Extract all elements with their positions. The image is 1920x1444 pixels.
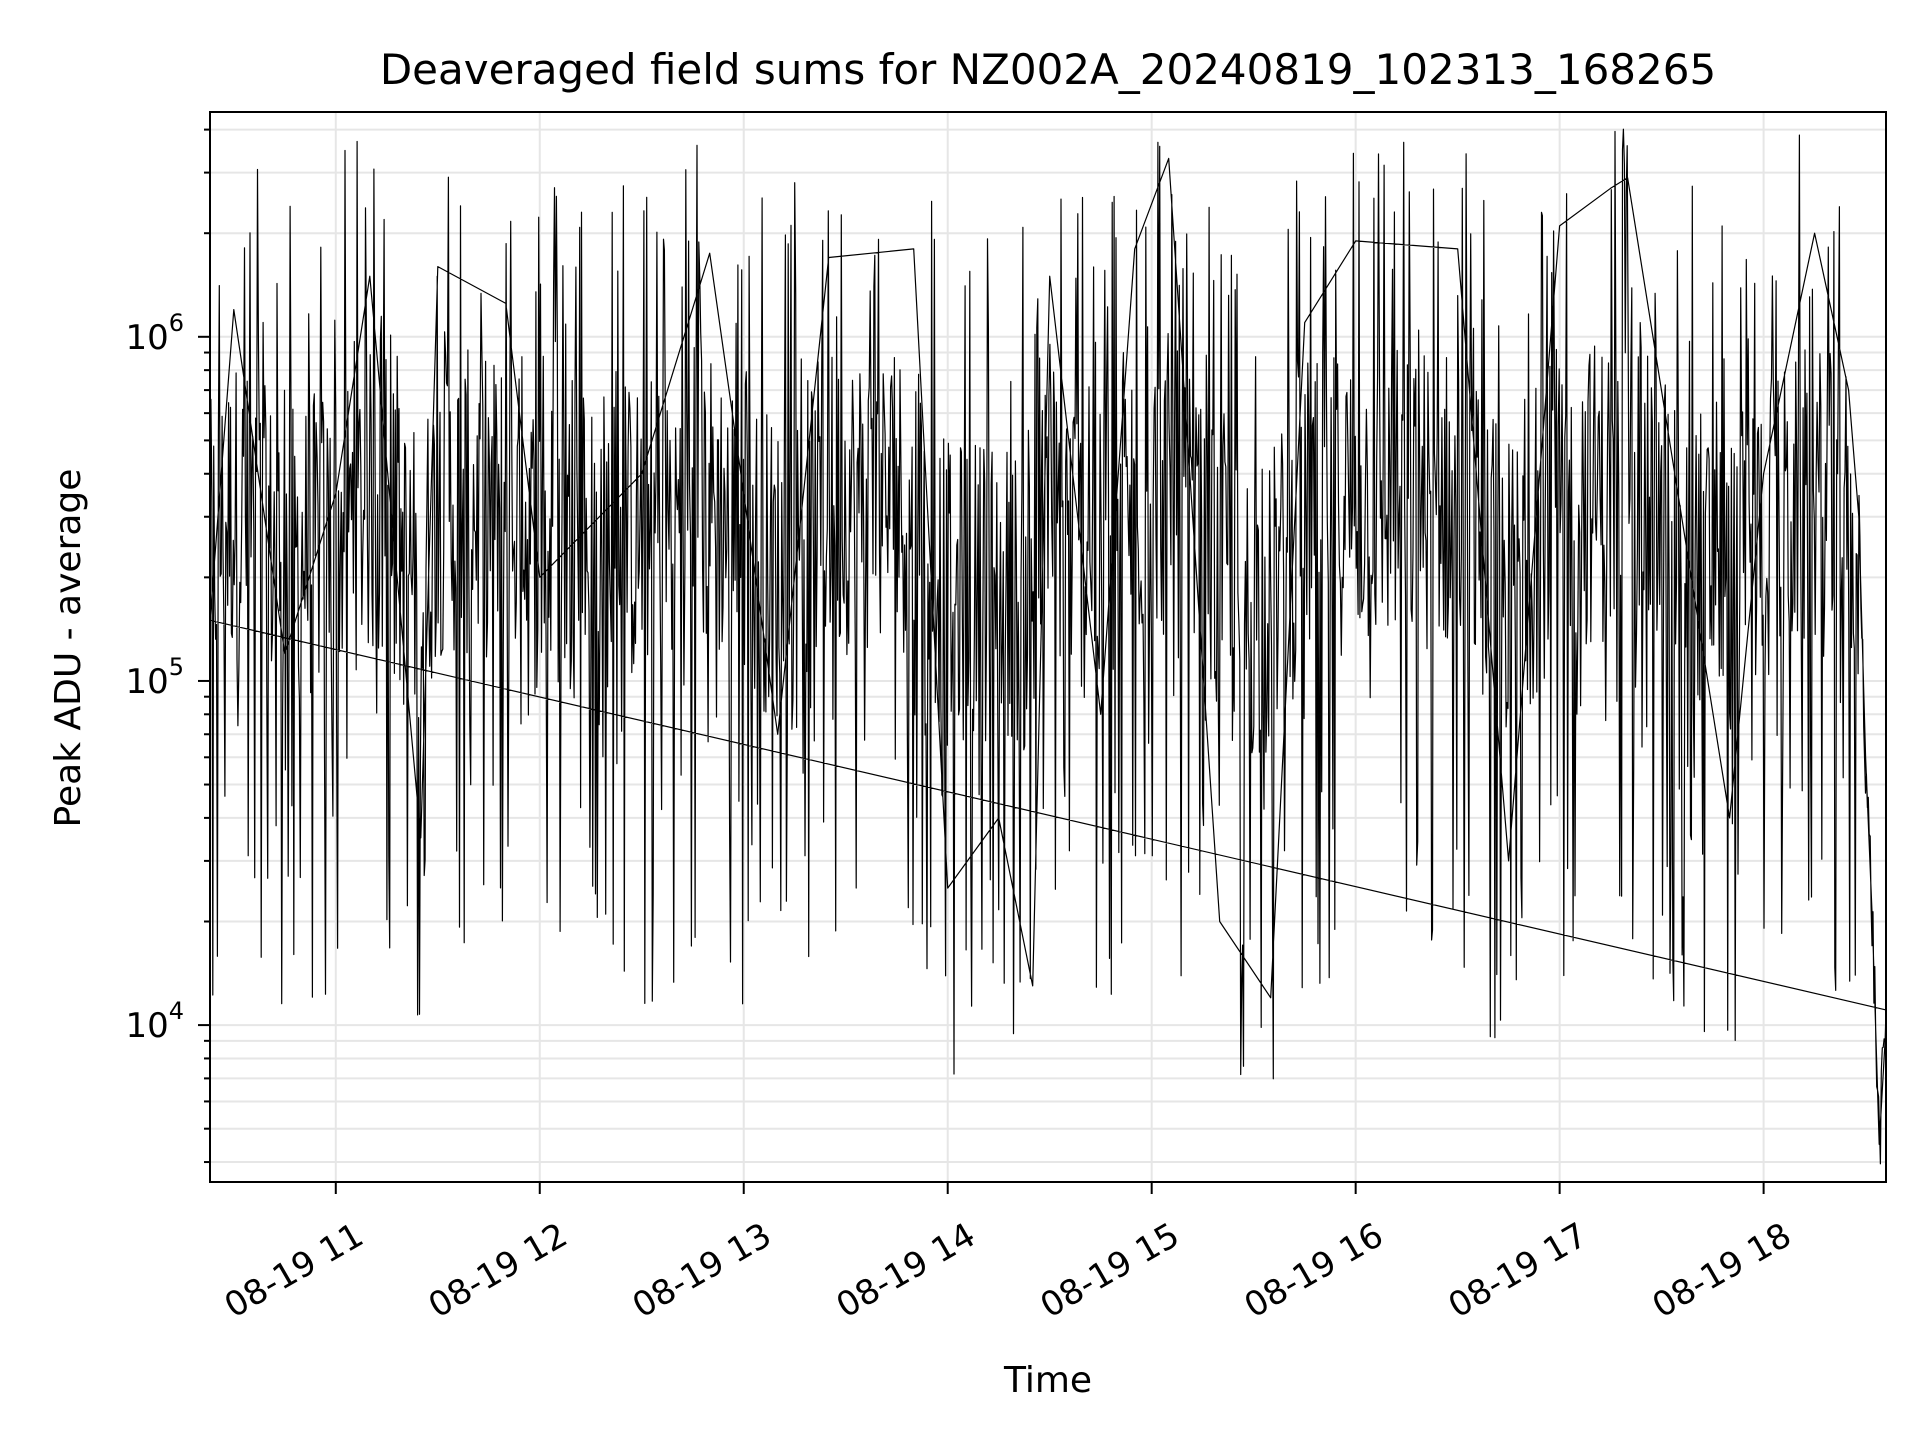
y-tick-label: 104 xyxy=(125,997,184,1046)
plot-frame xyxy=(209,111,1887,1183)
grid-layer xyxy=(210,112,1886,1182)
y-tick-label: 105 xyxy=(125,653,184,702)
series-layer xyxy=(209,128,1887,1165)
chart-title: Deaveraged field sums for NZ002A_2024081… xyxy=(380,45,1716,94)
series-line xyxy=(209,128,1887,1165)
y-axis-label: Peak ADU - average xyxy=(48,469,89,828)
x-axis-label: Time xyxy=(1003,1360,1092,1401)
y-tick-label: 106 xyxy=(125,309,184,358)
